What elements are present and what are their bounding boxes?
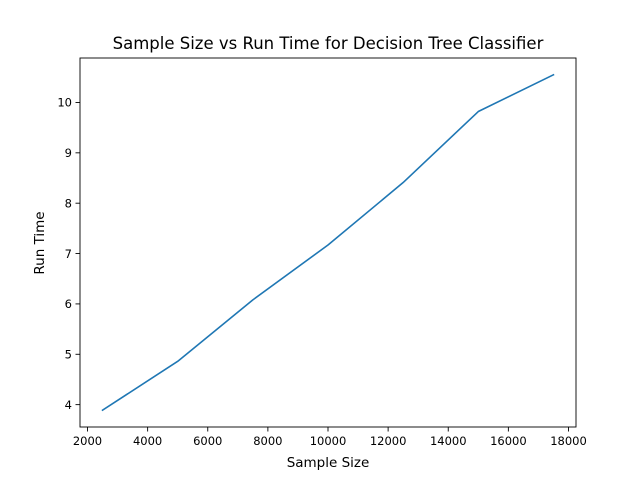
x-tick-label: 14000 bbox=[430, 434, 467, 448]
chart-title: Sample Size vs Run Time for Decision Tre… bbox=[113, 34, 544, 53]
x-tick-label: 8000 bbox=[253, 434, 282, 448]
series-line-0 bbox=[101, 73, 555, 412]
y-tick-label: 9 bbox=[65, 146, 72, 160]
y-tick-label: 6 bbox=[65, 297, 72, 311]
y-tick-label: 7 bbox=[65, 247, 72, 261]
x-tick-label: 12000 bbox=[370, 434, 407, 448]
x-tick-label: 16000 bbox=[490, 434, 527, 448]
y-tick-label: 10 bbox=[57, 96, 72, 110]
y-axis-label: Run Time bbox=[32, 211, 48, 274]
plot-area: 2000 4000 6000 8000 10000 12000 14000 16000 1800… bbox=[57, 57, 587, 448]
x-axis-label: Sample Size bbox=[287, 455, 370, 471]
x-tick-label: 18000 bbox=[550, 434, 587, 448]
y-tick-label: 4 bbox=[65, 398, 72, 412]
y-tick-label: 5 bbox=[65, 347, 72, 361]
x-tick-label: 2000 bbox=[73, 434, 102, 448]
x-tick-label: 4000 bbox=[133, 434, 162, 448]
x-tick-label: 6000 bbox=[193, 434, 222, 448]
x-tick-label: 10000 bbox=[310, 434, 347, 448]
y-tick-label: 8 bbox=[65, 196, 72, 210]
axes-frame bbox=[79, 57, 577, 428]
